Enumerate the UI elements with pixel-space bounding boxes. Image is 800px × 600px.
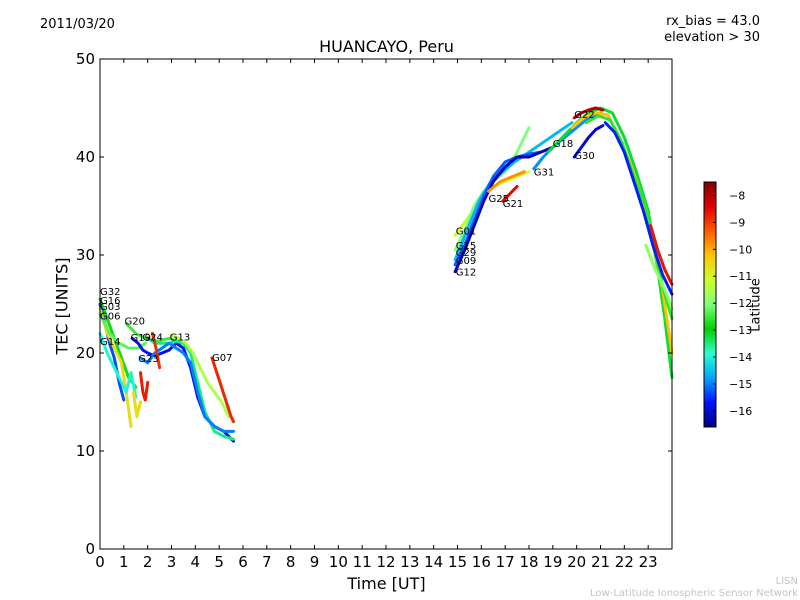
y-tick-label: 40 [76,148,95,166]
rx-bias-label: rx_bias = 43.0 [666,14,760,29]
satellite-label-g01: G01 [456,226,476,237]
series-line-g07 [210,356,235,424]
satellite-label-g24: G24 [142,332,162,343]
series-line-g21 [501,184,519,203]
x-tick-label: 3 [167,553,177,571]
series-line-s6 [139,371,150,402]
series-line-g25 [487,170,526,193]
y-tick-label: 20 [76,344,95,362]
colorbar-tick-label: −11 [729,270,752,283]
satellite-label-g12: G12 [456,268,476,279]
x-tick-label: 18 [519,553,538,571]
x-tick-label: 8 [286,553,296,571]
satellite-label-g09: G09 [456,256,476,267]
satellite-label-g13: G13 [170,332,190,343]
satellite-label-g03: G03 [100,302,120,313]
series-line-s4 [649,224,674,286]
footer-lisn: LISN [775,576,798,587]
y-tick-label: 0 [85,540,95,558]
satellite-label-g06: G06 [100,312,120,323]
footer-network: Low-Latitude Ionospheric Sensor Network [590,588,798,599]
x-tick-label: 4 [191,553,201,571]
elevation-label: elevation > 30 [664,30,760,45]
colorbar-tick-label: −15 [729,378,752,391]
colorbar-tick-label: −16 [729,405,752,418]
colorbar-tick-label: −9 [729,216,745,229]
satellite-label-g21: G21 [503,199,523,210]
x-tick-label: 16 [472,553,491,571]
series-line-s8 [131,390,142,419]
colorbar-tick-label: −10 [729,243,752,256]
x-tick-label: 7 [262,553,272,571]
plot-frame [99,58,673,550]
x-tick-label: 14 [424,553,443,571]
series-line-s3 [603,121,674,296]
satellite-label-g23: G23 [138,354,158,365]
colorbar [703,181,717,428]
x-tick-label: 20 [567,553,586,571]
x-tick-label: 13 [400,553,419,571]
rx-bias-info: rx_bias = 43.0 elevation > 30 [664,14,760,46]
y-tick-label: 50 [76,50,95,68]
series-line-g31 [532,111,602,171]
series-line-g13 [170,333,231,419]
series-line-g23 [139,341,235,433]
x-tick-label: 22 [615,553,634,571]
colorbar-tick-label: −14 [729,351,752,364]
x-axis-label: Time [UT] [347,574,426,593]
x-tick-label: 5 [214,553,224,571]
colorbar-tick-label: −8 [729,189,745,202]
series-line-g22 [572,106,605,120]
x-tick-label: 17 [496,553,515,571]
x-tick-label: 21 [591,553,610,571]
satellite-label-g15: G15 [456,241,476,252]
satellite-label-g25: G25 [489,194,509,205]
footer: LISN Low-Latitude Ionospheric Sensor Net… [590,576,798,600]
date-label: 2011/03/20 [40,17,115,32]
series-line-g29 [453,121,574,262]
series-line-s5 [644,243,674,311]
satellite-label-g14: G14 [100,337,120,348]
series-line-s7 [150,331,162,370]
satellite-label-g19: G19 [131,333,151,344]
x-tick-label: 11 [353,553,372,571]
satellite-label-g20: G20 [125,317,145,328]
satellite-label-g18: G18 [553,139,573,150]
series-line-g30 [572,124,605,159]
satellite-label-g16: G16 [100,296,120,307]
x-tick-label: 1 [119,553,129,571]
series-line-g12 [453,145,555,274]
satellite-label-g30: G30 [574,151,594,162]
chart-title: HUANCAYO, Peru [319,37,454,56]
x-tick-label: 19 [543,553,562,571]
satellite-label-g22: G22 [574,110,594,121]
x-tick-label: 6 [238,553,248,571]
series-line-g14 [98,331,138,399]
x-tick-label: 15 [448,553,467,571]
x-tick-label: 23 [639,553,658,571]
colorbar-tick-label: −13 [729,324,752,337]
x-tick-label: 9 [310,553,320,571]
x-tick-label: 12 [376,553,395,571]
y-tick-label: 10 [76,442,95,460]
y-tick-label: 30 [76,246,95,264]
satellite-label-g32: G32 [100,287,120,298]
satellite-label-g29: G29 [456,248,476,259]
x-tick-label: 10 [329,553,348,571]
x-tick-label: 2 [143,553,153,571]
series-line-g09 [453,150,543,267]
satellite-label-g07: G07 [212,353,232,364]
x-tick-label: 0 [95,553,105,571]
series-line-g24 [146,336,235,441]
colorbar-tick-label: −12 [729,297,752,310]
satellite-label-g31: G31 [534,168,554,179]
